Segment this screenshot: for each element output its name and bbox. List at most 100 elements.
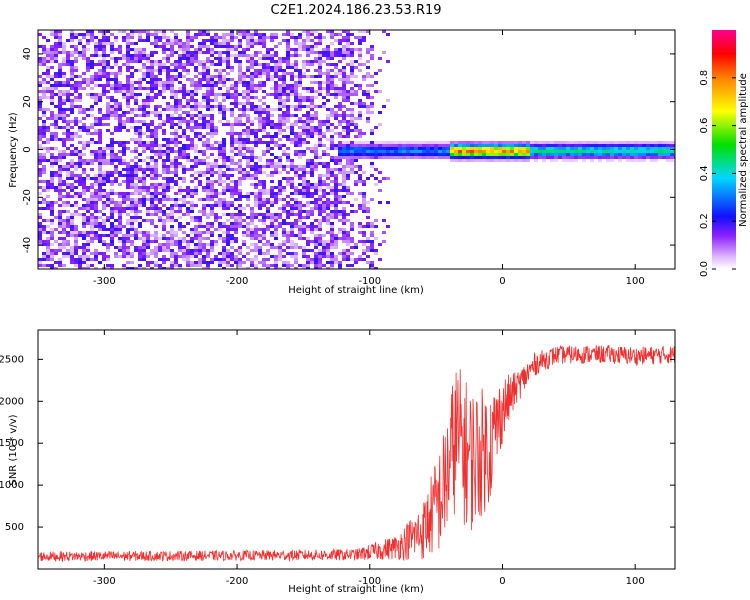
- heatmap-cell: [230, 132, 234, 135]
- heatmap-cell: [262, 243, 266, 246]
- heatmap-cell: [514, 144, 518, 147]
- heatmap-cell: [214, 99, 218, 102]
- heatmap-cell: [234, 54, 238, 57]
- heatmap-cell: [90, 183, 94, 186]
- heatmap-cell: [302, 45, 306, 48]
- heatmap-cell: [330, 171, 334, 174]
- heatmap-cell: [498, 150, 502, 153]
- heatmap-cell: [298, 96, 302, 99]
- heatmap-cell: [234, 189, 238, 192]
- heatmap-cell: [50, 174, 54, 177]
- heatmap-cell: [234, 240, 238, 243]
- heatmap-cell: [218, 258, 222, 261]
- heatmap-cell: [54, 186, 58, 189]
- heatmap-cell: [318, 138, 322, 141]
- heatmap-cell: [74, 201, 78, 204]
- heatmap-cell: [562, 144, 566, 147]
- heatmap-cell: [206, 108, 210, 111]
- heatmap-cell: [250, 153, 254, 156]
- heatmap-cell: [162, 267, 166, 269]
- heatmap-cell: [58, 213, 62, 216]
- heatmap-cell: [146, 69, 150, 72]
- heatmap-cell: [150, 222, 154, 225]
- heatmap-cell: [142, 39, 146, 42]
- heatmap-cell: [166, 42, 170, 45]
- heatmap-cell: [170, 63, 174, 66]
- heatmap-cell: [74, 99, 78, 102]
- heatmap-cell: [350, 60, 354, 63]
- heatmap-cell: [350, 258, 354, 261]
- heatmap-cell: [210, 174, 214, 177]
- heatmap-cell: [38, 159, 42, 162]
- heatmap-cell: [330, 225, 334, 228]
- heatmap-cell: [158, 111, 162, 114]
- heatmap-cell: [198, 87, 202, 90]
- heatmap-cell: [190, 78, 194, 81]
- heatmap-cell: [282, 234, 286, 237]
- heatmap-cell: [310, 120, 314, 123]
- heatmap-cell: [354, 84, 358, 87]
- heatmap-cell: [274, 96, 278, 99]
- heatmap-cell: [350, 117, 354, 120]
- heatmap-cell: [306, 135, 310, 138]
- heatmap-cell: [322, 120, 326, 123]
- heatmap-cell: [650, 159, 654, 162]
- heatmap-cell: [58, 249, 62, 252]
- heatmap-cell: [250, 66, 254, 69]
- heatmap-cell: [342, 240, 346, 243]
- heatmap-cell: [386, 99, 390, 102]
- heatmap-cell: [242, 90, 246, 93]
- heatmap-cell: [342, 249, 346, 252]
- heatmap-cell: [242, 168, 246, 171]
- heatmap-cell: [138, 210, 142, 213]
- heatmap-cell: [242, 105, 246, 108]
- heatmap-cell: [262, 126, 266, 129]
- heatmap-cell: [142, 114, 146, 117]
- heatmap-cell: [298, 108, 302, 111]
- heatmap-cell: [150, 69, 154, 72]
- heatmap-cell: [122, 120, 126, 123]
- heatmap-cell: [198, 117, 202, 120]
- heatmap-cell: [254, 228, 258, 231]
- heatmap-cell: [342, 231, 346, 234]
- heatmap-cell: [170, 90, 174, 93]
- heatmap-cell: [250, 168, 254, 171]
- heatmap-cell: [154, 114, 158, 117]
- heatmap-cell: [82, 108, 86, 111]
- heatmap-cell: [318, 132, 322, 135]
- heatmap-cell: [38, 213, 42, 216]
- heatmap-cell: [350, 150, 354, 153]
- heatmap-cell: [342, 189, 346, 192]
- heatmap-cell: [106, 171, 110, 174]
- heatmap-cell: [258, 219, 262, 222]
- heatmap-cell: [226, 96, 230, 99]
- heatmap-cell: [326, 213, 330, 216]
- heatmap-cell: [78, 120, 82, 123]
- heatmap-cell: [246, 57, 250, 60]
- heatmap-cell: [334, 51, 338, 54]
- heatmap-cell: [58, 102, 62, 105]
- heatmap-cell: [246, 108, 250, 111]
- heatmap-cell: [154, 264, 158, 267]
- heatmap-cell: [254, 177, 258, 180]
- heatmap-cell: [106, 78, 110, 81]
- heatmap-cell: [382, 150, 386, 153]
- heatmap-cell: [354, 93, 358, 96]
- heatmap-cell: [86, 267, 90, 269]
- heatmap-cell: [138, 192, 142, 195]
- heatmap-cell: [198, 198, 202, 201]
- heatmap-cell: [290, 105, 294, 108]
- heatmap-cell: [146, 54, 150, 57]
- heatmap-cell: [662, 156, 666, 159]
- heatmap-cell: [106, 54, 110, 57]
- heatmap-cell: [314, 105, 318, 108]
- heatmap-cell: [162, 42, 166, 45]
- heatmap-cell: [362, 90, 366, 93]
- heatmap-cell: [482, 147, 486, 150]
- heatmap-cell: [234, 168, 238, 171]
- heatmap-cell: [326, 90, 330, 93]
- heatmap-cell: [190, 108, 194, 111]
- heatmap-cell: [78, 183, 82, 186]
- heatmap-cell: [118, 162, 122, 165]
- heatmap-cell: [106, 174, 110, 177]
